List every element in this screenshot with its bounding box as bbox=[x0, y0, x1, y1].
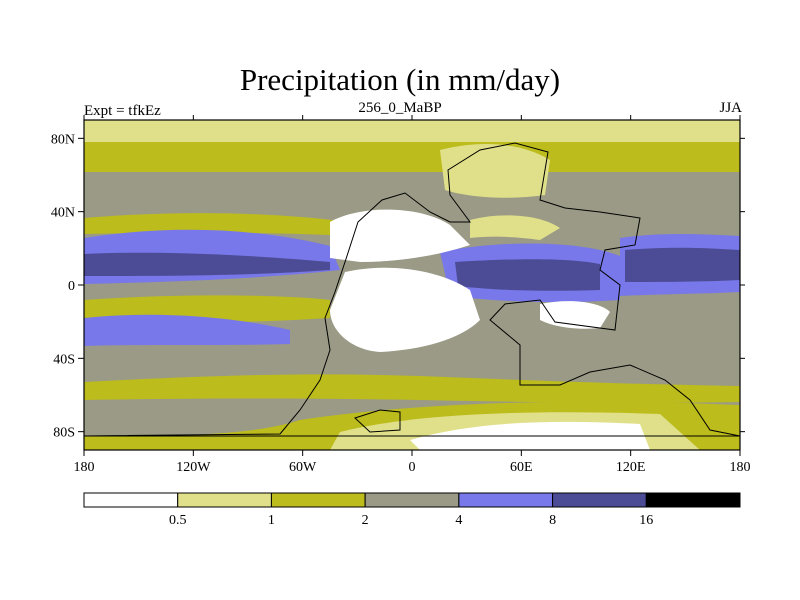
y-tick-label: 40S bbox=[53, 352, 75, 367]
east-tethys-core bbox=[625, 247, 740, 282]
colorbar-swatch bbox=[458, 492, 554, 508]
colorbar-swatch bbox=[645, 492, 741, 508]
south-pacific-band bbox=[84, 314, 290, 346]
plot-title: Precipitation (in mm/day) bbox=[239, 62, 561, 97]
pacific-itcz-core bbox=[84, 252, 330, 276]
y-tick-label: 0 bbox=[68, 279, 75, 294]
colorbar-level-label: 4 bbox=[455, 513, 462, 528]
y-tick-label: 40N bbox=[51, 206, 75, 221]
colorbar-swatch bbox=[270, 492, 366, 508]
y-tick-label: 80S bbox=[53, 426, 75, 441]
x-tick-label: 120W bbox=[176, 460, 211, 475]
season-label: JJA bbox=[719, 100, 742, 116]
band-arctic-light bbox=[84, 120, 740, 142]
band-arctic-mid bbox=[84, 142, 740, 172]
south-pangea-dry bbox=[330, 267, 480, 352]
island-outline bbox=[354, 409, 401, 433]
experiment-label: Expt = tfkEz bbox=[84, 103, 161, 119]
x-tick-label: 120E bbox=[616, 460, 646, 475]
precipitation-field bbox=[84, 120, 740, 450]
y-tick-label: 80N bbox=[51, 132, 75, 147]
y-axis-ticks: 80N 40N 0 40S 80S bbox=[51, 132, 745, 441]
colorbar-swatch bbox=[552, 492, 647, 508]
pangea-coastline bbox=[83, 142, 741, 437]
colorbar-swatch bbox=[83, 492, 179, 508]
colorbar-level-label: 8 bbox=[549, 513, 556, 528]
colorbar: 0.5 1 2 4 8 16 bbox=[83, 492, 741, 528]
tethys-core bbox=[455, 259, 600, 291]
x-tick-label: 60E bbox=[510, 460, 533, 475]
colorbar-level-label: 2 bbox=[362, 513, 369, 528]
x-tick-label: 180 bbox=[730, 460, 751, 475]
x-tick-label: 0 bbox=[409, 460, 416, 475]
colorbar-swatch bbox=[177, 492, 272, 508]
asia-light bbox=[470, 215, 560, 240]
x-tick-label: 60W bbox=[289, 460, 317, 475]
x-tick-label: 180 bbox=[74, 460, 95, 475]
x-axis-ticks: 180 120W 60W 0 60E 120E 180 bbox=[74, 115, 751, 475]
north-pangea-dry bbox=[330, 209, 470, 262]
colorbar-swatch bbox=[364, 492, 460, 508]
colorbar-level-label: 16 bbox=[639, 513, 653, 528]
colorbar-level-label: 0.5 bbox=[169, 513, 187, 528]
period-label: 256_0_MaBP bbox=[358, 100, 442, 116]
band-southern-mid bbox=[84, 374, 740, 403]
band-nh-mid bbox=[84, 213, 350, 236]
colorbar-level-label: 1 bbox=[268, 513, 275, 528]
siberia-light bbox=[440, 144, 550, 198]
